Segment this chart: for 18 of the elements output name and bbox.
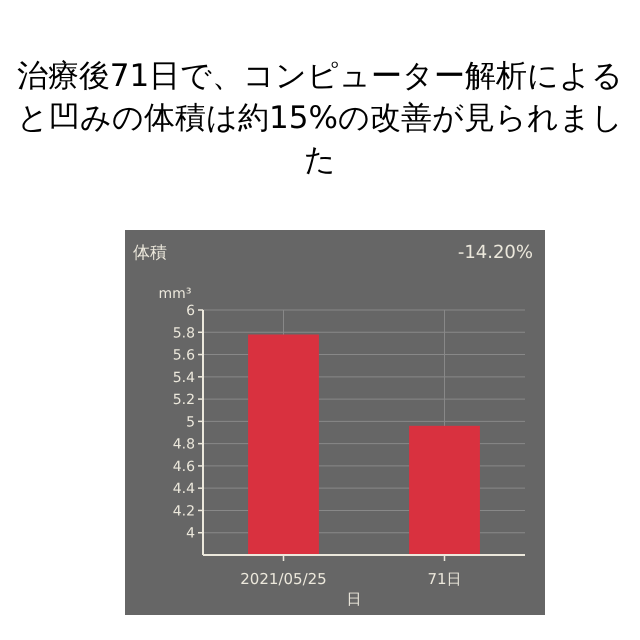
- chart-subtitle: 体積: [133, 243, 167, 263]
- y-tick-label: 5: [186, 414, 195, 430]
- text: -14.20%: [458, 242, 533, 263]
- x-tick-label: 71日: [427, 570, 462, 588]
- y-tick-label: 5.2: [172, 392, 195, 408]
- y-tick-label: 5.8: [172, 325, 195, 342]
- y-axis-title: mm³: [158, 286, 192, 302]
- y-tick-label: 6: [186, 303, 196, 319]
- y-tick-label: 4: [186, 526, 196, 542]
- y-tick-label: 4.8: [172, 436, 195, 453]
- y-tick-label: 4.6: [172, 458, 196, 475]
- y-tick-label: 4.4: [172, 481, 196, 498]
- x-tick-label: 2021/05/25: [240, 570, 327, 588]
- chart-title: 治療後71日で、コンピューター解析によると凹みの体積は約15%の改善が見られました: [16, 57, 624, 180]
- y-tick-label: 5.4: [172, 370, 196, 386]
- x-axis-title: 日: [346, 590, 362, 608]
- y-tick-label: 4.2: [172, 503, 195, 520]
- y-tick-label: 5.6: [172, 348, 196, 364]
